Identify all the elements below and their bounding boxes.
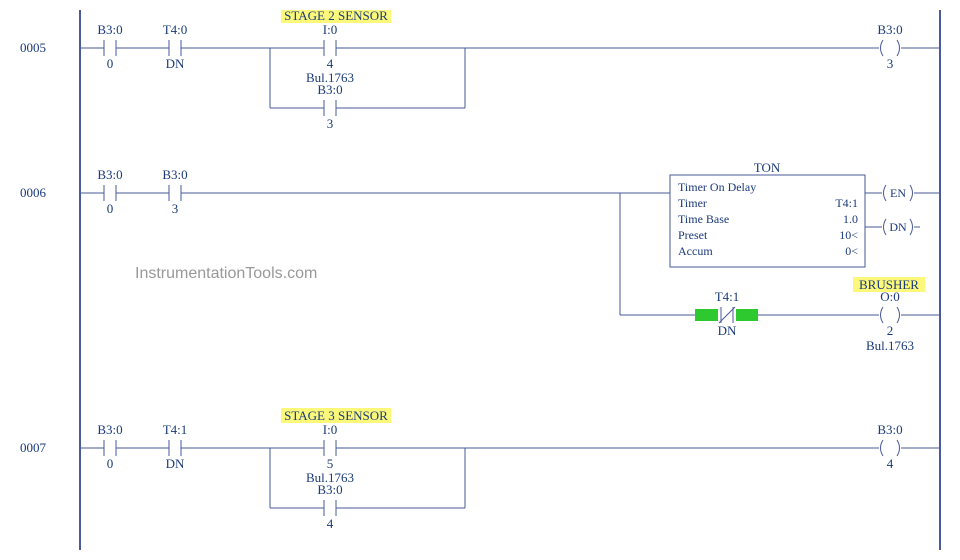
- svg-text:0: 0: [107, 201, 114, 216]
- contact-xio: STAGE 3 SENSOR I:0 5 Bul.1763: [281, 408, 391, 485]
- svg-text:DN: DN: [889, 220, 907, 234]
- svg-text:B3:0: B3:0: [877, 422, 902, 437]
- svg-text:B3:0: B3:0: [97, 422, 122, 437]
- svg-text:I:0: I:0: [323, 422, 337, 437]
- svg-text:B3:0: B3:0: [877, 22, 902, 37]
- svg-text:DN: DN: [166, 456, 185, 471]
- svg-text:0: 0: [107, 456, 114, 471]
- svg-text:EN: EN: [890, 186, 906, 200]
- svg-text:0<: 0<: [845, 244, 858, 258]
- dn-pin: DN: [882, 217, 914, 237]
- ladder-diagram: 0005 B3:0 0 T4:0 DN STAGE 2 SENSOR I:0 4…: [10, 10, 950, 550]
- ton-block: TON Timer On Delay Timer T4:1 Time Base …: [670, 160, 865, 267]
- rung-0005: 0005 B3:0 0 T4:0 DN STAGE 2 SENSOR I:0 4…: [20, 10, 940, 131]
- svg-text:B3:0: B3:0: [317, 482, 342, 497]
- rung-number: 0007: [20, 440, 47, 455]
- svg-text:T4:1: T4:1: [163, 422, 188, 437]
- rung-number: 0005: [20, 40, 46, 55]
- svg-text:STAGE 3 SENSOR: STAGE 3 SENSOR: [284, 408, 388, 423]
- svg-text:B3:0: B3:0: [317, 82, 342, 97]
- output-coil: B3:0 3: [877, 22, 902, 71]
- svg-text:TON: TON: [754, 160, 781, 175]
- svg-text:Timer On Delay: Timer On Delay: [678, 180, 756, 194]
- svg-text:B3:0: B3:0: [97, 167, 122, 182]
- svg-text:Accum: Accum: [678, 244, 713, 258]
- svg-text:DN: DN: [718, 323, 737, 338]
- contact-xio: B3:0 0: [97, 167, 122, 216]
- svg-text:4: 4: [887, 456, 894, 471]
- contact-xio: B3:0 3: [317, 82, 342, 131]
- svg-text:3: 3: [887, 56, 894, 71]
- svg-text:B3:0: B3:0: [97, 22, 122, 37]
- contact-xio: T4:1 DN: [163, 422, 188, 471]
- svg-text:B3:0: B3:0: [162, 167, 187, 182]
- svg-text:O:0: O:0: [880, 289, 900, 304]
- contact-xio: T4:0 DN: [163, 22, 188, 71]
- svg-text:4: 4: [327, 516, 334, 531]
- svg-text:Timer: Timer: [678, 196, 707, 210]
- svg-text:Preset: Preset: [678, 228, 708, 242]
- svg-text:1.0: 1.0: [843, 212, 858, 226]
- rung-0007: 0007 B3:0 0 T4:1 DN STAGE 3 SENSOR I:0 5…: [20, 408, 940, 531]
- svg-text:4: 4: [327, 56, 334, 71]
- svg-text:T4:0: T4:0: [163, 22, 188, 37]
- svg-text:DN: DN: [166, 56, 185, 71]
- svg-text:2: 2: [887, 323, 894, 338]
- svg-text:3: 3: [172, 201, 179, 216]
- output-coil: B3:0 4: [877, 422, 902, 471]
- contact-xio: B3:0 3: [162, 167, 187, 216]
- svg-text:T4:1: T4:1: [835, 196, 858, 210]
- rung-number: 0006: [20, 185, 47, 200]
- svg-text:Time Base: Time Base: [678, 212, 729, 226]
- rung-0006: 0006 B3:0 0 B3:0 3 TON Timer On Delay Ti…: [20, 160, 940, 353]
- contact-xic-green: T4:1 DN: [695, 289, 758, 338]
- svg-text:I:0: I:0: [323, 22, 337, 37]
- svg-text:Bul.1763: Bul.1763: [866, 338, 914, 353]
- svg-text:T4:1: T4:1: [715, 289, 740, 304]
- contact-xio: B3:0 0: [97, 422, 122, 471]
- en-pin: EN: [882, 183, 914, 203]
- contact-xio: B3:0 4: [317, 482, 342, 531]
- svg-text:5: 5: [327, 456, 334, 471]
- watermark: InstrumentationTools.com: [135, 265, 317, 282]
- svg-text:10<: 10<: [839, 228, 858, 242]
- svg-text:3: 3: [327, 116, 334, 131]
- svg-text:0: 0: [107, 56, 114, 71]
- contact-xio: B3:0 0: [97, 22, 122, 71]
